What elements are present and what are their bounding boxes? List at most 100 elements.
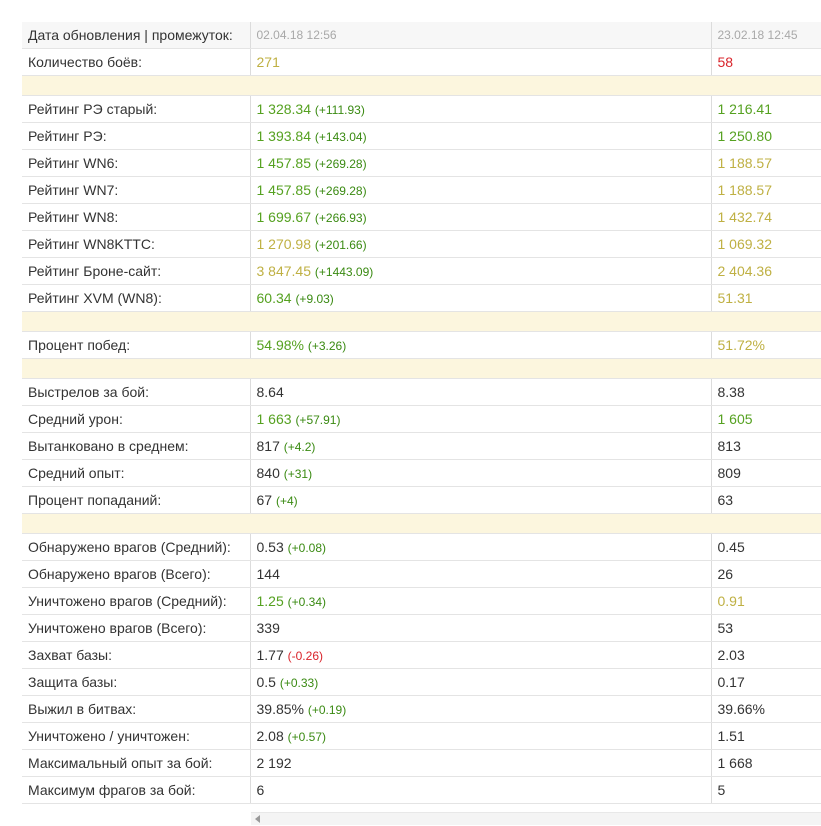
previous-value: 5 xyxy=(711,776,821,804)
current-value: 2 192 xyxy=(250,749,712,777)
table-row: Процент попаданий: 67 (+4) 63 xyxy=(22,486,821,514)
current-value: 339 xyxy=(250,614,712,642)
previous-value: 1 668 xyxy=(711,749,821,777)
row-label: Максимум фрагов за бой: xyxy=(22,776,251,804)
row-label: Рейтинг РЭ старый: xyxy=(22,95,251,123)
delta: (+269.28) xyxy=(314,157,367,171)
previous-value: 809 xyxy=(711,459,821,487)
table-row: Рейтинг WN6: 1 457.85 (+269.28) 1 188.57 xyxy=(22,149,821,177)
row-label: Рейтинг WN8KTTC: xyxy=(22,230,251,258)
current-value: 0.53 (+0.08) xyxy=(250,533,712,561)
horizontal-scrollbar[interactable] xyxy=(251,812,821,825)
row-label: Рейтинг WN6: xyxy=(22,149,251,177)
delta: (-0.26) xyxy=(287,649,323,663)
row-label: Уничтожено / уничтожен: xyxy=(22,722,251,750)
table-row: Уничтожено врагов (Всего): 339 53 xyxy=(22,614,821,642)
delta: (+57.91) xyxy=(295,413,341,427)
current-value: 60.34 (+9.03) xyxy=(250,284,712,312)
table-row: Обнаружено врагов (Всего): 144 26 xyxy=(22,560,821,588)
delta: (+111.93) xyxy=(314,103,365,117)
scroll-left-arrow-icon[interactable] xyxy=(255,815,260,823)
current-value: 1 663 (+57.91) xyxy=(250,405,712,433)
previous-value: 813 xyxy=(711,432,821,460)
row-label: Выстрелов за бой: xyxy=(22,378,251,406)
row-label: Захват базы: xyxy=(22,641,251,669)
current-value: 3 847.45 (+1443.09) xyxy=(250,257,712,285)
previous-date: 23.02.18 12:45 xyxy=(711,22,821,49)
table-row: Рейтинг XVM (WN8): 60.34 (+9.03) 51.31 xyxy=(22,284,821,312)
section-separator xyxy=(22,75,821,96)
table-row: Рейтинг WN7: 1 457.85 (+269.28) 1 188.57 xyxy=(22,176,821,204)
current-value: 67 (+4) xyxy=(250,486,712,514)
table-row: Рейтинг WN8: 1 699.67 (+266.93) 1 432.74 xyxy=(22,203,821,231)
table-row: Вытанковано в среднем: 817 (+4.2) 813 xyxy=(22,432,821,460)
table-row: Рейтинг РЭ старый: 1 328.34 (+111.93) 1 … xyxy=(22,95,821,123)
stats-comparison-table: Дата обновления | промежуток: 02.04.18 1… xyxy=(22,22,821,804)
table-row: Максимальный опыт за бой: 2 192 1 668 xyxy=(22,749,821,777)
current-value: 144 xyxy=(250,560,712,588)
delta: (+266.93) xyxy=(314,211,367,225)
previous-value: 1 069.32 xyxy=(711,230,821,258)
current-value: 0.5 (+0.33) xyxy=(250,668,712,696)
previous-value: 53 xyxy=(711,614,821,642)
current-value: 1 328.34 (+111.93) xyxy=(250,95,712,123)
delta: (+3.26) xyxy=(307,339,347,353)
row-label: Рейтинг WN7: xyxy=(22,176,251,204)
table-row: Процент побед: 54.98% (+3.26) 51.72% xyxy=(22,331,821,359)
row-label: Рейтинг WN8: xyxy=(22,203,251,231)
current-value: 2.08 (+0.57) xyxy=(250,722,712,750)
row-label: Обнаружено врагов (Средний): xyxy=(22,533,251,561)
row-label: Средний урон: xyxy=(22,405,251,433)
previous-value: 0.17 xyxy=(711,668,821,696)
table-row: Уничтожено / уничтожен: 2.08 (+0.57) 1.5… xyxy=(22,722,821,750)
table-row: Количество боёв: 271 58 xyxy=(22,48,821,76)
delta: (+4.2) xyxy=(283,440,316,454)
current-value: 1 457.85 (+269.28) xyxy=(250,176,712,204)
delta: (+0.57) xyxy=(287,730,326,744)
previous-value: 0.45 xyxy=(711,533,821,561)
row-label: Защита базы: xyxy=(22,668,251,696)
table-row: Обнаружено врагов (Средний): 0.53 (+0.08… xyxy=(22,533,821,561)
table-row: Максимум фрагов за бой: 6 5 xyxy=(22,776,821,804)
current-value: 1.25 (+0.34) xyxy=(250,587,712,615)
table-row: Средний опыт: 840 (+31) 809 xyxy=(22,459,821,487)
row-label: Уничтожено врагов (Средний): xyxy=(22,587,251,615)
current-value: 39.85% (+0.19) xyxy=(250,695,712,723)
current-value: 840 (+31) xyxy=(250,459,712,487)
previous-value: 1 250.80 xyxy=(711,122,821,150)
table-row: Выжил в битвах: 39.85% (+0.19) 39.66% xyxy=(22,695,821,723)
previous-value: 39.66% xyxy=(711,695,821,723)
row-label: Рейтинг Броне-сайт: xyxy=(22,257,251,285)
delta: (+143.04) xyxy=(314,130,367,144)
previous-value: 1 188.57 xyxy=(711,176,821,204)
header-label: Дата обновления | промежуток: xyxy=(22,22,251,49)
table-row: Рейтинг Броне-сайт: 3 847.45 (+1443.09) … xyxy=(22,257,821,285)
delta: (+1443.09) xyxy=(314,265,374,279)
header-row: Дата обновления | промежуток: 02.04.18 1… xyxy=(22,22,821,49)
section-separator xyxy=(22,513,821,534)
row-label: Выжил в битвах: xyxy=(22,695,251,723)
previous-value: 1.51 xyxy=(711,722,821,750)
previous-value: 8.38 xyxy=(711,378,821,406)
delta: (+201.66) xyxy=(314,238,367,252)
row-label: Количество боёв: xyxy=(22,48,251,76)
previous-value: 1 605 xyxy=(711,405,821,433)
previous-value: 1 216.41 xyxy=(711,95,821,123)
previous-value: 2.03 xyxy=(711,641,821,669)
section-separator xyxy=(22,311,821,332)
current-value: 817 (+4.2) xyxy=(250,432,712,460)
delta: (+0.33) xyxy=(279,676,319,690)
row-label: Максимальный опыт за бой: xyxy=(22,749,251,777)
current-value: 6 xyxy=(250,776,712,804)
current-date: 02.04.18 12:56 xyxy=(250,22,712,49)
table-row: Рейтинг WN8KTTC: 1 270.98 (+201.66) 1 06… xyxy=(22,230,821,258)
row-label: Средний опыт: xyxy=(22,459,251,487)
table-row: Захват базы: 1.77 (-0.26) 2.03 xyxy=(22,641,821,669)
current-value: 1 393.84 (+143.04) xyxy=(250,122,712,150)
previous-value: 51.31 xyxy=(711,284,821,312)
table-row: Защита базы: 0.5 (+0.33) 0.17 xyxy=(22,668,821,696)
row-label: Рейтинг XVM (WN8): xyxy=(22,284,251,312)
current-value: 1 699.67 (+266.93) xyxy=(250,203,712,231)
previous-value: 1 188.57 xyxy=(711,149,821,177)
table-row: Выстрелов за бой: 8.64 8.38 xyxy=(22,378,821,406)
